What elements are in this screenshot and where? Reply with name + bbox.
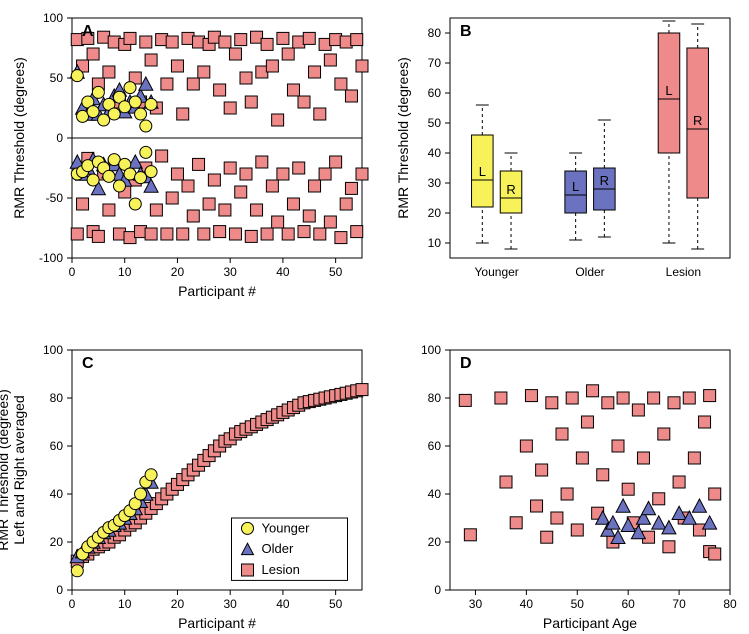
svg-text:30: 30 (224, 265, 238, 279)
svg-text:80: 80 (50, 391, 64, 405)
svg-text:L: L (572, 179, 579, 194)
svg-text:Participant #: Participant # (178, 615, 256, 631)
svg-text:30: 30 (469, 597, 483, 611)
svg-text:70: 70 (672, 597, 686, 611)
svg-text:80: 80 (723, 597, 737, 611)
svg-text:10: 10 (428, 236, 442, 250)
svg-text:20: 20 (50, 535, 64, 549)
svg-text:RMR Threshold (degrees): RMR Threshold (degrees) (395, 57, 411, 219)
svg-text:20: 20 (171, 597, 185, 611)
panel-a: 01020304050-100-50050100AParticipant #RM… (72, 18, 362, 258)
svg-text:Younger: Younger (475, 265, 519, 279)
svg-text:40: 40 (428, 487, 442, 501)
svg-text:20: 20 (428, 206, 442, 220)
svg-text:20: 20 (428, 535, 442, 549)
svg-text:D: D (460, 355, 472, 372)
svg-text:10: 10 (118, 265, 132, 279)
svg-text:40: 40 (50, 487, 64, 501)
svg-text:R: R (506, 182, 515, 197)
svg-text:Younger: Younger (262, 520, 311, 535)
svg-text:60: 60 (622, 597, 636, 611)
svg-text:L: L (665, 83, 672, 98)
svg-text:30: 30 (428, 176, 442, 190)
svg-text:-50: -50 (46, 191, 64, 205)
svg-text:0: 0 (56, 583, 63, 597)
svg-text:70: 70 (428, 56, 442, 70)
svg-text:40: 40 (520, 597, 534, 611)
svg-text:RMR Threshold (degrees): RMR Threshold (degrees) (0, 389, 11, 551)
svg-text:40: 40 (428, 146, 442, 160)
svg-text:Older: Older (575, 265, 604, 279)
svg-text:80: 80 (428, 26, 442, 40)
svg-text:B: B (460, 23, 472, 40)
svg-text:60: 60 (428, 439, 442, 453)
svg-text:0: 0 (56, 131, 63, 145)
panel-d-points (459, 385, 720, 560)
svg-text:0: 0 (69, 597, 76, 611)
svg-text:100: 100 (43, 11, 63, 25)
svg-text:R: R (693, 113, 702, 128)
svg-text:-100: -100 (39, 251, 63, 265)
svg-text:80: 80 (428, 391, 442, 405)
panel-c: 01020304050020406080100YoungerOlderLesio… (72, 350, 362, 590)
svg-text:Left and Right averaged: Left and Right averaged (11, 395, 27, 544)
svg-text:Participant Age: Participant Age (543, 615, 637, 631)
svg-text:Lesion: Lesion (262, 562, 300, 577)
svg-text:100: 100 (421, 343, 441, 357)
svg-text:50: 50 (50, 71, 64, 85)
svg-text:A: A (82, 23, 94, 40)
svg-text:60: 60 (428, 86, 442, 100)
svg-text:30: 30 (224, 597, 238, 611)
panel-d: 304050607080020406080100DParticipant Age (450, 350, 730, 590)
svg-text:20: 20 (171, 265, 185, 279)
svg-text:L: L (479, 164, 486, 179)
svg-text:40: 40 (276, 597, 290, 611)
svg-text:Participant #: Participant # (178, 283, 256, 299)
svg-text:40: 40 (276, 265, 290, 279)
panel-a-points (70, 31, 368, 243)
svg-text:50: 50 (329, 597, 343, 611)
svg-text:50: 50 (329, 265, 343, 279)
svg-text:Lesion: Lesion (666, 265, 701, 279)
figure-container: 01020304050-100-50050100AParticipant #RM… (0, 0, 749, 634)
svg-text:50: 50 (428, 116, 442, 130)
svg-text:RMR Threshold (degrees): RMR Threshold (degrees) (11, 57, 27, 219)
svg-text:10: 10 (118, 597, 132, 611)
panel-b: 1020304050607080YoungerOlderLesionLRLRLR… (450, 18, 730, 258)
svg-text:0: 0 (69, 265, 76, 279)
svg-text:C: C (82, 355, 94, 372)
svg-text:100: 100 (43, 343, 63, 357)
svg-text:0: 0 (434, 583, 441, 597)
svg-text:60: 60 (50, 439, 64, 453)
svg-text:50: 50 (571, 597, 585, 611)
svg-text:Older: Older (262, 541, 294, 556)
svg-text:R: R (600, 173, 609, 188)
